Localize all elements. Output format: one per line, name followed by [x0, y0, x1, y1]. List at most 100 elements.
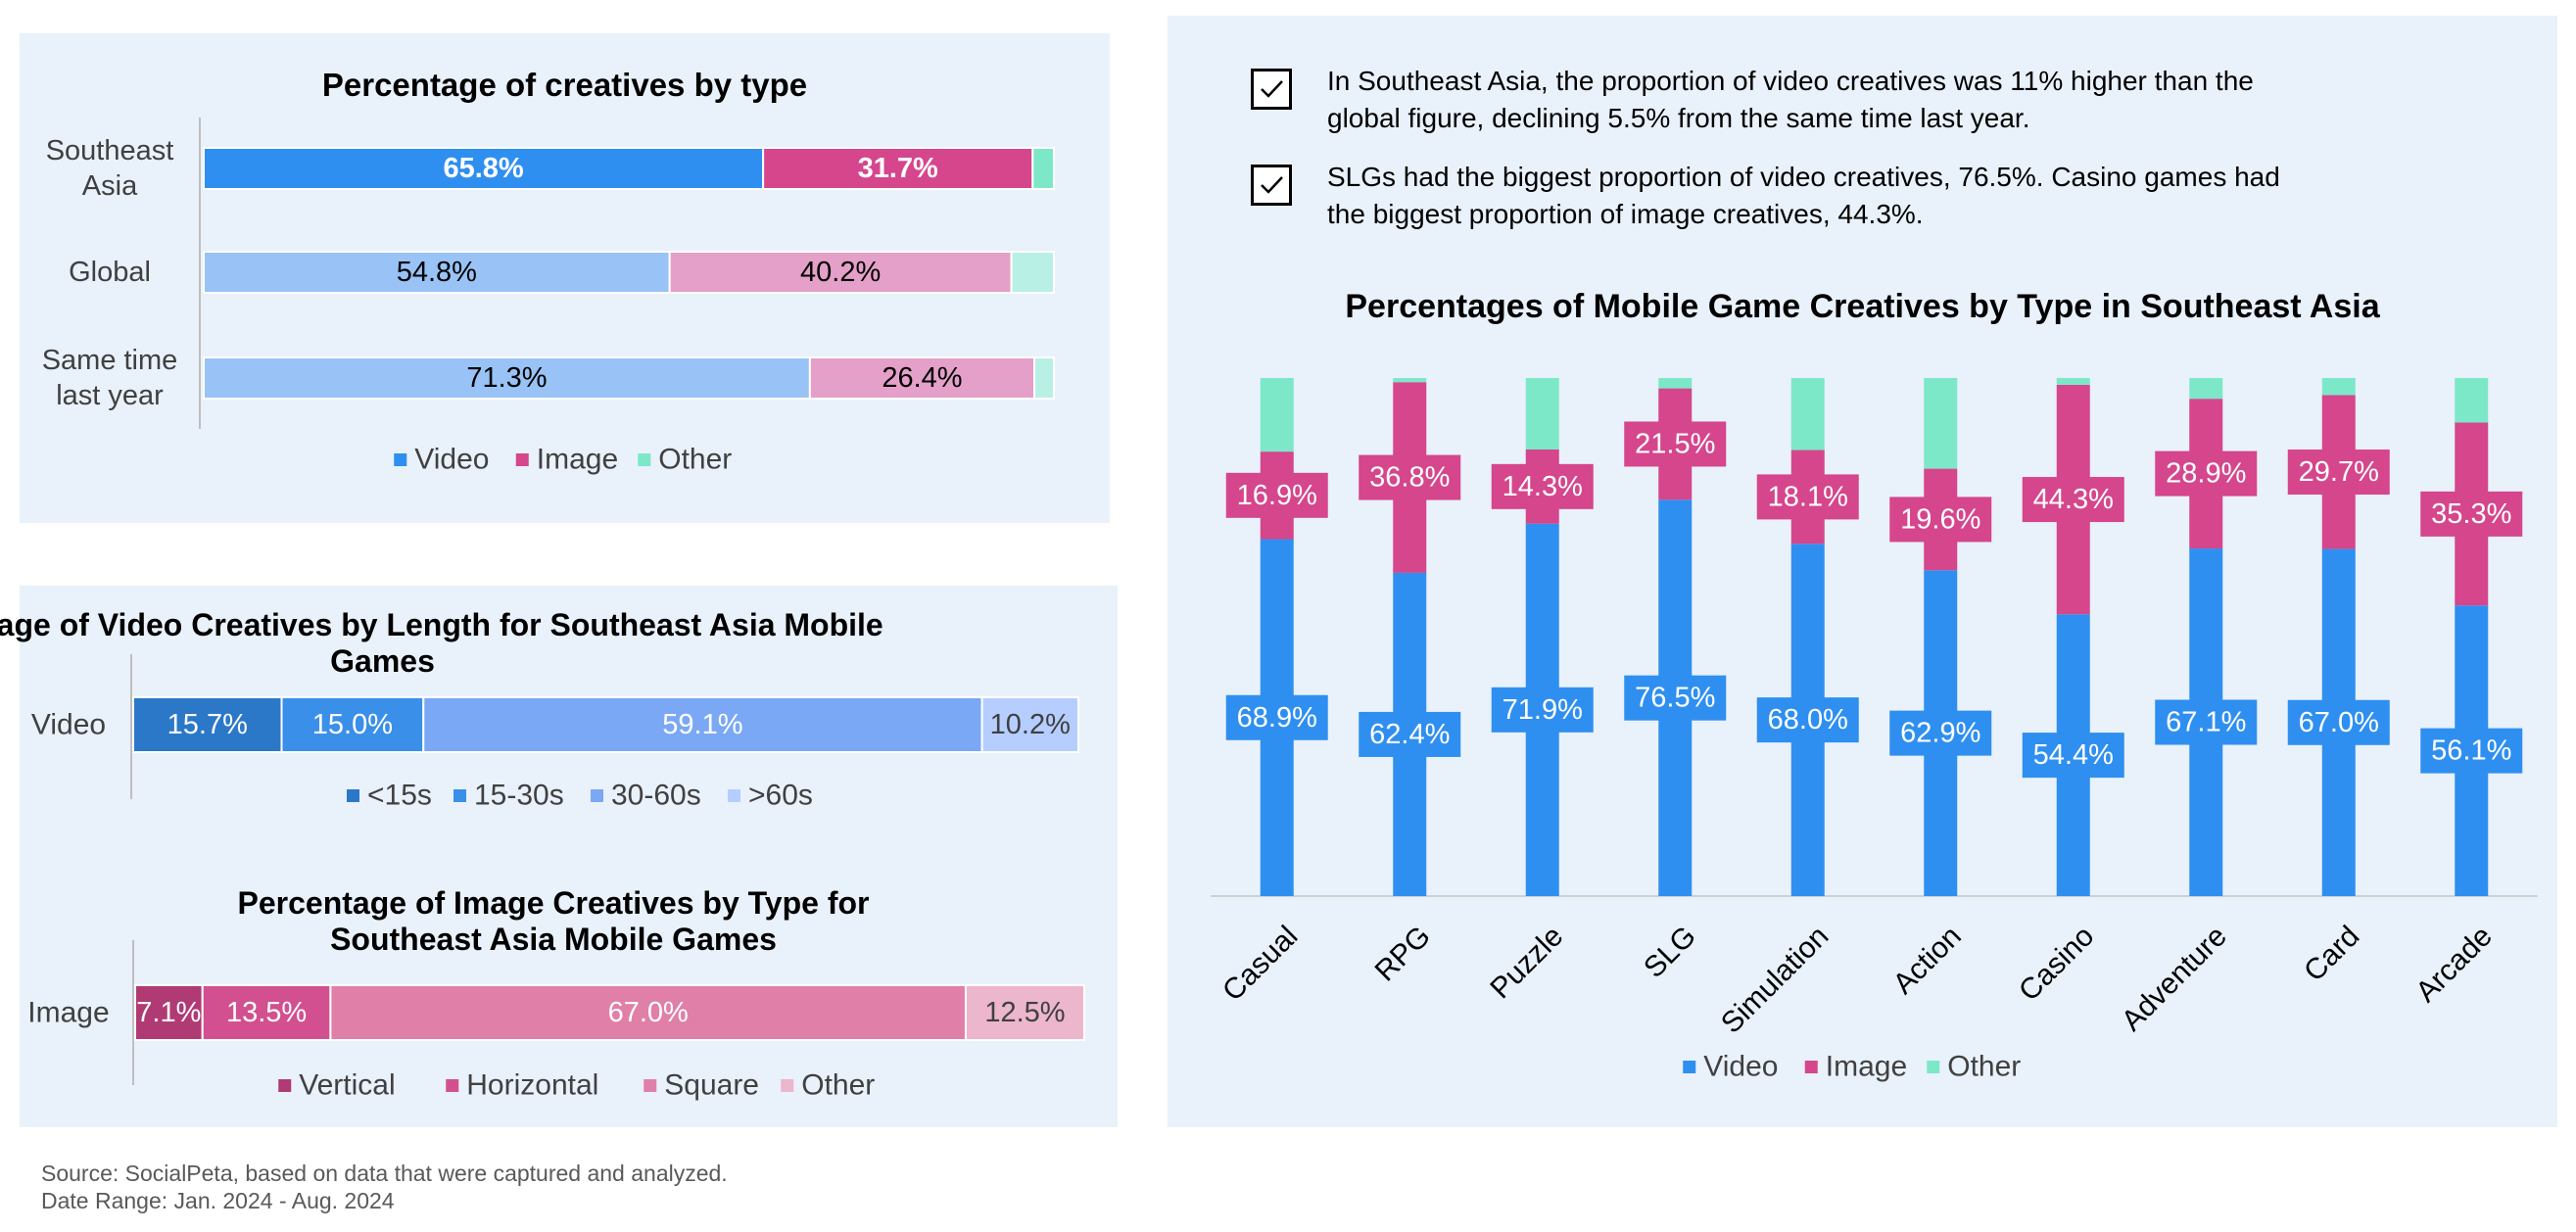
bar-row: 71.3% 26.4% — [203, 356, 1056, 400]
note-1: In Southeast Asia, the proportion of vid… — [1251, 63, 2316, 137]
data-label: 54.8% — [397, 257, 477, 288]
legend-swatch — [278, 1079, 292, 1092]
source-text: Source: SocialPeta, based on data that w… — [41, 1161, 728, 1186]
data-label: 36.8% — [1369, 462, 1450, 494]
bar-segment — [1924, 378, 1958, 469]
data-label-box — [2155, 699, 2258, 745]
data-label-box — [2420, 491, 2523, 537]
checkbox-icon — [1251, 69, 1292, 110]
length-and-image-type-panel: Percentage of Video Creatives by Length … — [0, 586, 1118, 1127]
data-label: 68.0% — [1768, 704, 1848, 735]
bar-segment — [2056, 378, 2090, 385]
legend-label: Other — [658, 444, 732, 476]
bar-segment — [964, 984, 1085, 1041]
category-label: Global — [69, 257, 151, 288]
bar-segment — [1260, 378, 1294, 452]
data-label-box — [1359, 711, 1461, 757]
bar-segment — [132, 696, 283, 753]
data-label-box — [1225, 694, 1328, 740]
data-label: 40.2% — [800, 257, 881, 288]
bar-segment — [762, 147, 1034, 190]
legend-swatch — [1683, 1061, 1696, 1073]
legend-label: Other — [801, 1069, 875, 1102]
legend-swatch — [781, 1079, 794, 1092]
data-label-box — [2022, 477, 2124, 523]
data-label: 62.4% — [1369, 719, 1450, 750]
data-label-box — [1624, 675, 1727, 721]
legend-swatch — [728, 789, 740, 802]
category-label: Puzzle — [1484, 920, 1569, 1005]
chart-title: Percentage of creatives by type — [321, 67, 808, 103]
column: 54.4% 44.3% — [2022, 378, 2124, 896]
bar-segment — [280, 696, 425, 753]
bar-segment — [1031, 147, 1056, 190]
bar-segment — [1658, 378, 1693, 389]
category-label: Adventure — [2116, 920, 2233, 1037]
data-label: 26.4% — [882, 362, 962, 394]
category-label: Simulation — [1715, 920, 1835, 1039]
bar-segment — [1393, 378, 1427, 383]
column: 62.9% 19.6% — [1889, 378, 1992, 896]
data-label: 59.1% — [662, 709, 742, 740]
source-note: Source: SocialPeta, based on data that w… — [41, 1160, 728, 1214]
category-label: Arcade — [2409, 920, 2499, 1009]
data-label: 15.0% — [312, 709, 393, 740]
legend-label: Video — [414, 444, 489, 476]
legend-swatch — [446, 1079, 459, 1092]
bar-segment — [1010, 251, 1055, 294]
image-type-chart-title: Percentage of Image Creatives by Type fo… — [237, 885, 870, 957]
data-label: 16.9% — [1237, 480, 1317, 511]
category-label: SLG — [1638, 920, 1702, 984]
legend-label: >60s — [748, 780, 813, 812]
data-label: 14.3% — [1503, 471, 1583, 502]
data-label: 7.1% — [136, 997, 201, 1028]
data-label: 67.0% — [2299, 707, 2379, 738]
data-label-box — [1359, 454, 1461, 500]
bar-segment — [668, 251, 1013, 294]
data-label-box — [1756, 697, 1859, 743]
bar-segment — [2189, 378, 2223, 400]
legend-swatch — [1927, 1061, 1940, 1073]
data-label: 67.1% — [2166, 707, 2246, 738]
bar-segment — [1790, 378, 1825, 450]
legend-label: Image — [537, 444, 618, 476]
video-length-legend: <15s 15-30s 30-60s >60s — [347, 780, 813, 812]
data-label-box — [2155, 450, 2258, 497]
bar-row: 54.8% 40.2% — [203, 251, 1055, 294]
legend: Video Image Other — [1683, 1051, 2021, 1083]
data-label: 71.9% — [1503, 694, 1583, 726]
data-label-box — [2287, 699, 2390, 745]
category-label: last year — [56, 380, 164, 411]
legend-label: <15s — [367, 780, 432, 812]
legend: Video Image Other — [394, 444, 732, 476]
category-label: Casual — [1216, 920, 1304, 1007]
legend-label: Image — [1826, 1051, 1907, 1083]
legend-swatch — [644, 1079, 657, 1092]
legend-label: 15-30s — [474, 780, 564, 812]
bar-segment — [808, 356, 1036, 400]
data-label: 15.7% — [167, 709, 248, 740]
category-label: Same time — [42, 345, 178, 376]
legend-swatch — [591, 789, 603, 802]
data-label-box — [2287, 450, 2390, 496]
date-range-text: Date Range: Jan. 2024 - Aug. 2024 — [41, 1188, 395, 1213]
legend-label: Horizontal — [466, 1069, 598, 1102]
column: 71.9% 14.3% — [1491, 378, 1594, 896]
legend-label: Video — [1703, 1051, 1778, 1083]
genre-breakdown-panel: In Southeast Asia, the proportion of vid… — [1168, 16, 2557, 1127]
data-label-box — [1491, 463, 1594, 509]
column: 68.9% 16.9% — [1225, 378, 1328, 896]
category-label: Casino — [2013, 920, 2100, 1007]
data-label-box — [1889, 710, 1992, 756]
category-label: Video — [31, 709, 106, 741]
legend-swatch — [347, 789, 359, 802]
category-label: Action — [1887, 920, 1968, 1000]
category-label: Asia — [82, 170, 138, 202]
legend-swatch — [638, 453, 651, 466]
column: 67.0% 29.7% — [2287, 378, 2390, 896]
length-and-image-type-charts: Video 15.7% 15.0% 59.1% 10.2% <15s 15-30s 30-60… — [27, 654, 1085, 1102]
legend-label: Vertical — [299, 1069, 395, 1102]
bar-segment — [1033, 356, 1056, 400]
category-label: RPG — [1369, 920, 1437, 987]
legend-swatch — [1804, 1061, 1818, 1073]
